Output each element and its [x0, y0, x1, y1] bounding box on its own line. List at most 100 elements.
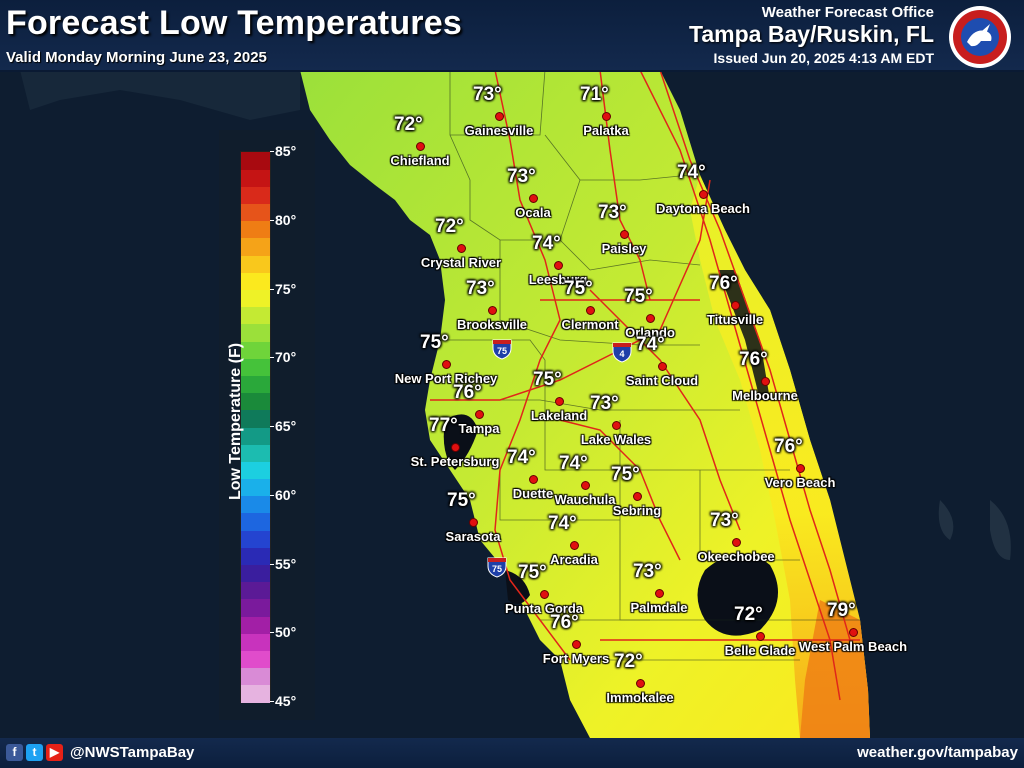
svg-text:75: 75	[497, 346, 507, 356]
legend-tick	[270, 357, 274, 359]
charlotte-harbor	[505, 570, 530, 604]
county-lines	[440, 69, 860, 661]
city-temperature: 76°	[739, 349, 768, 370]
nws-logo-icon	[949, 6, 1011, 68]
legend-color-segment	[241, 564, 270, 583]
city-temperature: 75°	[420, 332, 449, 353]
legend-color-segment	[241, 598, 270, 617]
city-marker	[572, 640, 581, 649]
city-name: Saint Cloud	[625, 373, 699, 388]
legend-color-segment	[241, 375, 270, 394]
legend-tick-label: 85°	[275, 143, 297, 159]
legend-tick	[270, 563, 274, 565]
legend-tick-label: 65°	[275, 418, 297, 434]
city-temperature: 74°	[677, 162, 706, 183]
city-name: Okeechobee	[697, 549, 775, 564]
facebook-icon[interactable]: f	[6, 744, 23, 761]
legend-tick	[270, 701, 274, 702]
city-name: Palmdale	[630, 600, 688, 615]
page-title: Forecast Low Temperatures	[6, 4, 462, 42]
header-bar	[0, 0, 1024, 72]
city-marker	[602, 112, 611, 121]
city-name: Duette	[512, 486, 554, 501]
city-temperature: 74°	[636, 334, 665, 355]
legend-color-segment	[241, 358, 270, 376]
city-temperature: 71°	[580, 84, 609, 105]
legend-color-segment	[241, 220, 270, 239]
city-name: Fort Myers	[542, 651, 610, 666]
bahamas-island	[938, 500, 954, 540]
legend-tick-label: 45°	[275, 693, 297, 709]
legend-color-segment	[241, 169, 270, 187]
outside-domain-land	[20, 70, 300, 120]
legend-color-segment	[241, 152, 270, 170]
legend-color-segment	[241, 272, 270, 290]
city-marker	[488, 306, 497, 315]
city-temperature: 72°	[435, 216, 464, 237]
city-name: Crystal River	[420, 255, 502, 270]
city-temperature: 73°	[466, 278, 495, 299]
highways	[430, 69, 860, 701]
social-handle[interactable]: @NWSTampaBay	[70, 744, 195, 761]
legend-color-segment	[241, 341, 270, 359]
legend-color-segment	[241, 289, 270, 308]
legend-color-segment	[241, 581, 270, 600]
legend-tick	[270, 494, 274, 496]
city-temperature: 75°	[447, 490, 476, 511]
city-marker	[658, 362, 667, 371]
legend-color-segment	[241, 650, 270, 669]
city-temperature: 75°	[611, 464, 640, 485]
city-name: Sarasota	[445, 529, 501, 544]
legend-color-segment	[241, 444, 270, 462]
legend-color-segment	[241, 306, 270, 325]
city-marker	[633, 492, 642, 501]
legend-title: Low Temperature (F)	[227, 342, 244, 500]
city-name: Titusville	[706, 312, 764, 327]
city-temperature: 74°	[507, 447, 536, 468]
city-name: Ocala	[515, 205, 551, 220]
city-marker	[732, 538, 741, 547]
city-temperature: 73°	[507, 166, 536, 187]
social-links: f t ▶	[6, 744, 63, 761]
legend-color-segment	[241, 616, 270, 634]
svg-text:4: 4	[619, 349, 624, 359]
city-temperature: 73°	[473, 84, 502, 105]
city-marker	[796, 464, 805, 473]
city-marker	[457, 244, 466, 253]
legend-tick-label: 55°	[275, 555, 297, 572]
valid-time: Valid Monday Morning June 23, 2025	[6, 49, 267, 66]
city-name: Daytona Beach	[656, 201, 750, 216]
twitter-icon[interactable]: t	[26, 744, 43, 761]
city-temperature: 76°	[550, 612, 579, 633]
legend-tick-label: 75°	[275, 280, 297, 297]
city-temperature: 74°	[548, 513, 577, 534]
city-temperature: 75°	[624, 286, 653, 307]
legend-tick	[270, 426, 274, 427]
city-name: Leesburg	[528, 272, 588, 287]
lake-okeechobee	[697, 553, 778, 636]
city-marker	[761, 377, 770, 386]
legend-color-segment	[241, 409, 270, 428]
youtube-icon[interactable]: ▶	[46, 744, 63, 761]
legend-tick-label: 50°	[275, 624, 297, 641]
city-temperature: 73°	[710, 510, 739, 531]
city-name: Clermont	[561, 317, 619, 332]
city-temperature: 75°	[518, 562, 547, 583]
legend-tick-label: 70°	[275, 349, 297, 366]
footer-bar	[0, 738, 1024, 768]
city-name: Orlando	[625, 325, 675, 340]
interstate-shield-icon: 4	[612, 342, 632, 363]
city-marker	[731, 301, 740, 310]
city-temperature: 72°	[394, 114, 423, 135]
city-temperature: 76°	[774, 436, 803, 457]
city-temperature: 75°	[564, 278, 593, 299]
city-marker	[699, 190, 708, 199]
legend-tick	[270, 632, 274, 634]
legend-color-segment	[241, 512, 270, 531]
legend-color-segment	[241, 203, 270, 222]
website-link[interactable]: weather.gov/tampabay	[857, 744, 1018, 761]
city-name: Tampa	[458, 421, 500, 436]
legend-color-segment	[241, 237, 270, 256]
